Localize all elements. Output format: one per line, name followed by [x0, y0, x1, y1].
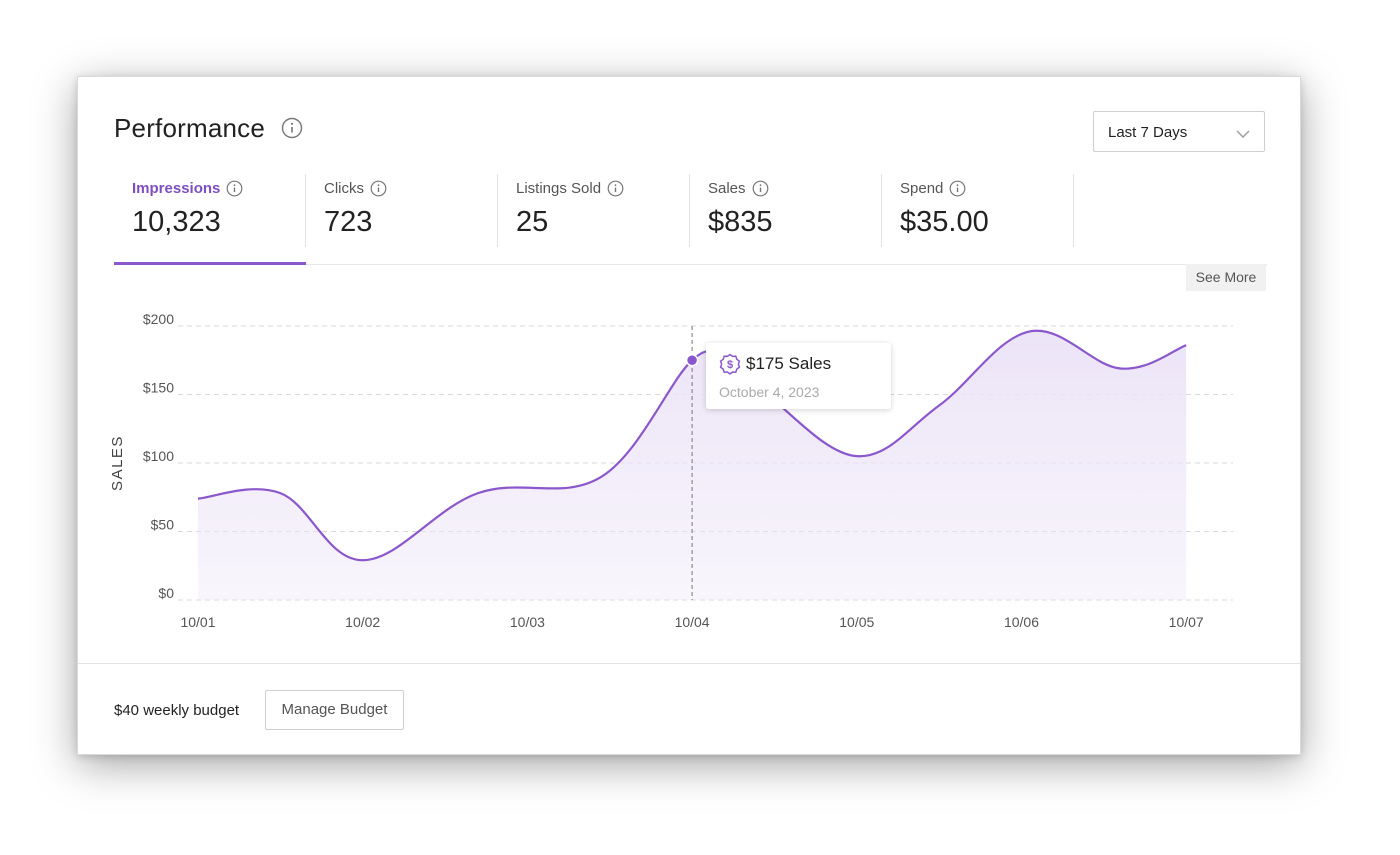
date-range-select[interactable]: Last 7 Days	[1093, 111, 1265, 152]
tab-value: $835	[708, 206, 773, 238]
tab-value: 25	[516, 206, 549, 238]
y-tick-label: $100	[143, 448, 174, 464]
active-tab-indicator	[114, 262, 306, 265]
dollar-badge-icon: $	[719, 353, 741, 375]
y-tick-label: $150	[143, 380, 174, 396]
tab-label: Impressions	[132, 180, 221, 197]
tab-label: Spend	[900, 180, 944, 197]
tab-sales[interactable]: Sales $835	[690, 174, 882, 264]
tab-value: $35.00	[900, 206, 989, 238]
y-tick-label: $0	[158, 585, 174, 601]
info-icon[interactable]	[281, 117, 303, 139]
page-title: Performance	[114, 113, 266, 143]
tab-divider	[497, 174, 498, 247]
tab-divider	[689, 174, 690, 247]
x-tick-label: 10/06	[1004, 614, 1039, 630]
chevron-down-icon	[1236, 126, 1250, 143]
y-tick-label: $200	[143, 311, 174, 327]
metric-tabs: Impressions 10,323 Clicks 723 Listings S…	[114, 174, 1267, 265]
x-tick-label: 10/05	[839, 614, 874, 630]
info-icon[interactable]	[226, 180, 243, 197]
x-tick-label: 10/02	[345, 614, 380, 630]
tab-listings-sold[interactable]: Listings Sold 25	[498, 174, 690, 264]
svg-text:$: $	[727, 359, 733, 371]
tab-divider	[1073, 174, 1074, 247]
info-icon[interactable]	[949, 180, 966, 197]
tab-divider	[305, 174, 306, 247]
x-tick-label: 10/03	[510, 614, 545, 630]
info-icon[interactable]	[370, 180, 387, 197]
info-icon[interactable]	[752, 180, 769, 197]
area-fill	[198, 330, 1187, 600]
tab-impressions[interactable]: Impressions 10,323	[114, 174, 306, 265]
weekly-budget-text: $40 weekly budget	[114, 702, 240, 719]
x-tick-label: 10/01	[180, 614, 215, 630]
performance-card: Performance Last 7 Days Impressions 10,3…	[77, 76, 1301, 755]
tab-value: 723	[324, 206, 373, 238]
tab-spend[interactable]: Spend $35.00	[882, 174, 1074, 264]
tab-label: Listings Sold	[516, 180, 602, 197]
x-tick-label: 10/07	[1169, 614, 1204, 630]
x-tick-label: 10/04	[675, 614, 710, 630]
y-axis-label: SALES	[109, 435, 126, 491]
date-range-label: Last 7 Days	[1108, 124, 1188, 141]
see-more-button[interactable]: See More	[1186, 264, 1266, 291]
y-tick-label: $50	[151, 517, 175, 533]
tooltip-value: $175 Sales	[746, 354, 832, 373]
info-icon[interactable]	[607, 180, 624, 197]
highlight-point	[685, 354, 699, 367]
tab-label: Sales	[708, 180, 746, 197]
tab-divider	[881, 174, 882, 247]
tooltip-date: October 4, 2023	[719, 384, 820, 400]
manage-budget-button[interactable]: Manage Budget	[265, 690, 404, 730]
chart-tooltip: $ $175 Sales October 4, 2023	[706, 343, 891, 409]
tab-label: Clicks	[324, 180, 364, 197]
tab-clicks[interactable]: Clicks 723	[306, 174, 498, 264]
tab-value: 10,323	[132, 206, 221, 238]
sales-chart: $0 $50 $100 $150 $200 SALES 10/01 10/02 10/03 10/…	[109, 311, 1233, 630]
footer-divider	[78, 663, 1300, 664]
